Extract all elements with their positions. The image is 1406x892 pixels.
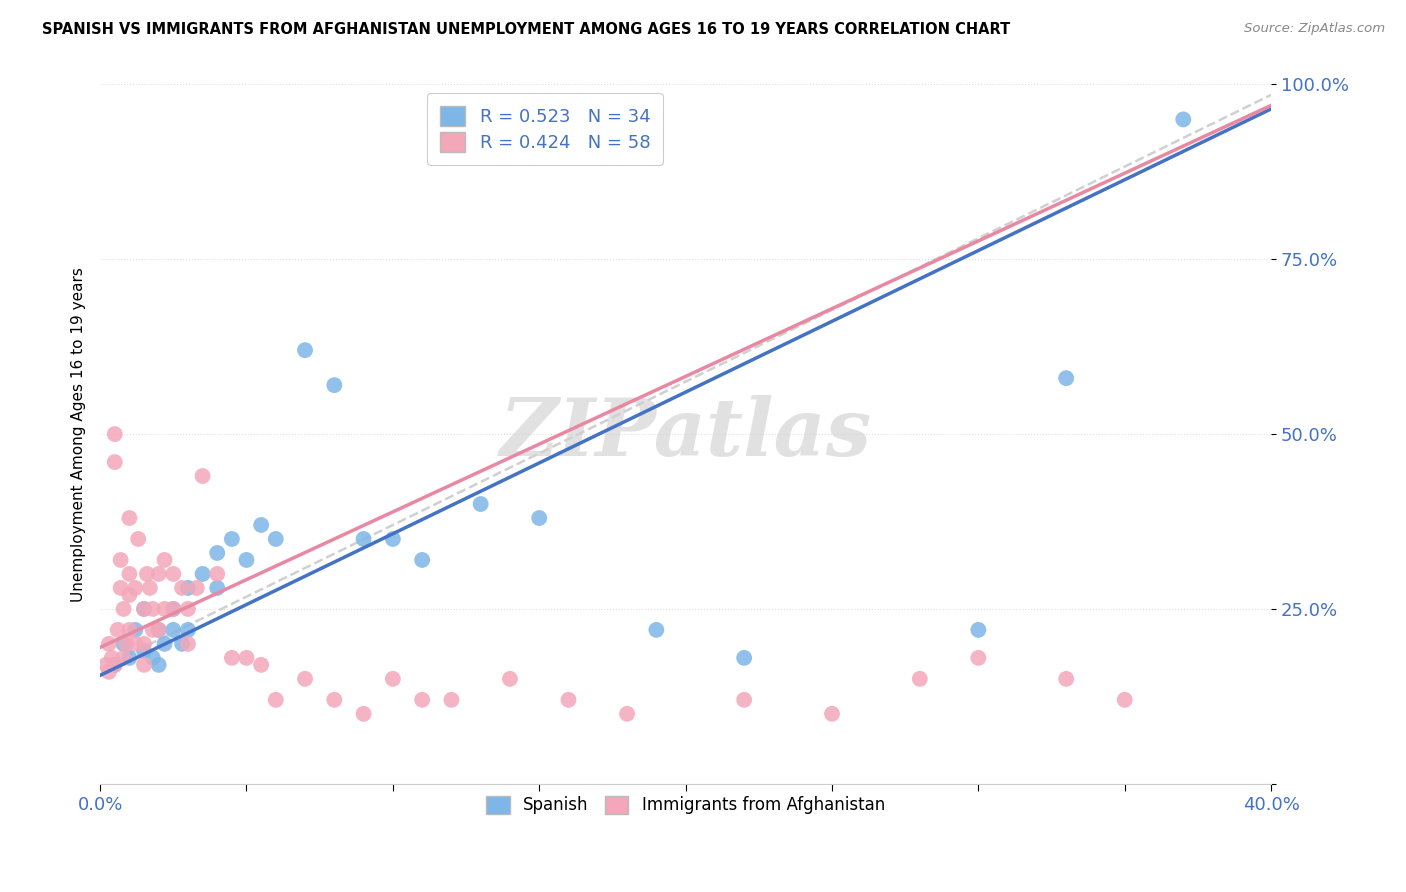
Point (118, 623, 141, 637)
Point (616, 706, 638, 721)
Point (132, 644, 155, 658)
Point (221, 651, 243, 665)
Point (104, 657, 127, 672)
Point (177, 637, 200, 651)
Point (294, 672, 316, 686)
Point (110, 553, 132, 567)
Legend: Spanish, Immigrants from Afghanistan: Spanish, Immigrants from Afghanistan (477, 786, 896, 824)
Point (235, 651, 257, 665)
Point (264, 693, 287, 707)
Point (172, 637, 194, 651)
Point (162, 602, 184, 616)
Point (153, 637, 176, 651)
Point (142, 651, 165, 665)
Point (557, 693, 579, 707)
Point (177, 623, 200, 637)
Point (186, 581, 208, 595)
Point (733, 693, 755, 707)
Point (353, 706, 375, 721)
Point (124, 623, 146, 637)
Point (107, 623, 129, 637)
Point (967, 651, 990, 665)
Point (153, 602, 176, 616)
Point (440, 693, 463, 707)
Point (142, 602, 165, 616)
Point (381, 532, 404, 546)
Point (191, 469, 214, 483)
Point (821, 706, 844, 721)
Point (142, 623, 165, 637)
Point (115, 637, 138, 651)
Point (645, 623, 668, 637)
Point (499, 672, 522, 686)
Point (124, 637, 146, 651)
Point (235, 553, 257, 567)
Y-axis label: Unemployment Among Ages 16 to 19 years: Unemployment Among Ages 16 to 19 years (72, 267, 86, 601)
Point (118, 511, 141, 525)
Point (148, 623, 170, 637)
Point (153, 553, 176, 567)
Point (177, 581, 200, 595)
Point (132, 657, 155, 672)
Point (162, 602, 184, 616)
Point (323, 378, 346, 392)
Point (104, 455, 127, 469)
Point (529, 511, 551, 525)
Point (148, 623, 170, 637)
Point (353, 532, 375, 546)
Point (110, 581, 132, 595)
Point (205, 566, 228, 581)
Point (97, 665, 120, 679)
Point (97, 637, 120, 651)
Point (132, 602, 155, 616)
Point (470, 497, 492, 511)
Point (967, 623, 990, 637)
Point (101, 651, 124, 665)
Point (294, 343, 316, 358)
Point (162, 566, 184, 581)
Point (127, 532, 149, 546)
Point (112, 651, 135, 665)
Point (381, 672, 404, 686)
Point (162, 623, 184, 637)
Point (118, 651, 141, 665)
Point (177, 602, 200, 616)
Point (1054, 371, 1077, 385)
Point (136, 566, 159, 581)
Point (250, 518, 273, 533)
Point (250, 657, 273, 672)
Point (221, 532, 243, 546)
Point (191, 566, 214, 581)
Point (1173, 112, 1195, 127)
Point (132, 637, 155, 651)
Point (205, 581, 228, 595)
Point (139, 581, 162, 595)
Point (112, 637, 135, 651)
Point (132, 602, 155, 616)
Point (94, 657, 117, 672)
Text: Source: ZipAtlas.com: Source: ZipAtlas.com (1244, 22, 1385, 36)
Point (118, 566, 141, 581)
Point (172, 581, 194, 595)
Point (148, 566, 170, 581)
Point (733, 651, 755, 665)
Point (264, 532, 287, 546)
Point (104, 427, 127, 442)
Text: ZIPatlas: ZIPatlas (499, 395, 872, 473)
Point (411, 553, 433, 567)
Point (205, 546, 228, 560)
Point (148, 657, 170, 672)
Point (104, 657, 127, 672)
Point (124, 581, 146, 595)
Point (112, 602, 135, 616)
Point (118, 588, 141, 602)
Text: SPANISH VS IMMIGRANTS FROM AFGHANISTAN UNEMPLOYMENT AMONG AGES 16 TO 19 YEARS CO: SPANISH VS IMMIGRANTS FROM AFGHANISTAN U… (42, 22, 1011, 37)
Point (908, 672, 931, 686)
Point (411, 693, 433, 707)
Point (1054, 672, 1077, 686)
Point (1114, 693, 1136, 707)
Point (323, 693, 346, 707)
